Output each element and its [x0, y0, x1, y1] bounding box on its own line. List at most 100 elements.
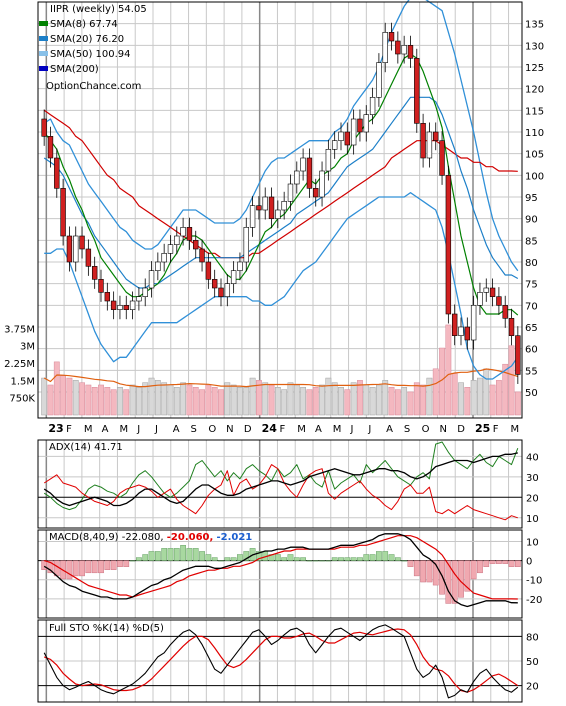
candle-body — [407, 45, 414, 59]
candle-body — [136, 296, 142, 302]
macd-hist-bar — [180, 545, 186, 561]
volume-bar — [167, 384, 174, 416]
volume-bar — [237, 387, 243, 416]
volume-bar — [218, 389, 224, 416]
volume-bar — [199, 389, 205, 416]
volume-bar — [192, 387, 199, 416]
bollinger-lower-line — [44, 192, 519, 380]
volume-bar — [470, 380, 477, 416]
volume-bar — [135, 387, 142, 416]
macd-hist-bar — [41, 560, 48, 570]
candle-body — [281, 201, 287, 211]
price-lines — [43, 0, 519, 380]
candle-body — [79, 235, 85, 250]
macd-hist-bar — [281, 557, 288, 561]
price-tick-label: 85 — [525, 236, 538, 247]
macd-hist-bar — [218, 560, 224, 562]
x-tick-label: A — [173, 424, 180, 435]
candle-body — [60, 188, 66, 237]
sto-tick-label: 20 — [526, 682, 539, 693]
volume-bar — [47, 384, 54, 416]
candle-body — [477, 292, 483, 306]
candle-body — [199, 248, 205, 263]
macd-hist-bar — [110, 560, 117, 570]
price-tick-label: 70 — [525, 301, 538, 312]
volume-bar — [293, 384, 300, 416]
candle-body — [458, 326, 464, 336]
panel-frame — [37, 619, 523, 703]
volume-tick-label: 3.75M — [4, 324, 35, 335]
volume-bar — [483, 368, 490, 416]
price-tick-label: 100 — [525, 171, 544, 182]
volume-bar — [325, 377, 332, 416]
candle-body — [117, 305, 123, 310]
volume-bar — [243, 387, 250, 416]
volume-bar — [363, 384, 370, 416]
candle-body — [230, 270, 237, 284]
volume-bar — [407, 391, 414, 416]
macd-hist-bar — [319, 560, 325, 562]
macd-hist-bar — [514, 560, 521, 567]
sto-tick-label: 80 — [526, 632, 539, 643]
volume-bar — [287, 382, 294, 416]
candle-body — [294, 170, 300, 185]
candle-body — [262, 196, 268, 211]
macd-hist-bar — [382, 551, 389, 561]
macd-hist-bar — [148, 551, 155, 561]
volume-bar — [205, 384, 212, 416]
panel-frame — [37, 529, 523, 619]
price-legend: IIPR (weekly) 54.05 SMA(8) 67.74 SMA(20) … — [39, 4, 147, 92]
x-tick-label: N — [226, 424, 233, 435]
macd-tick-label: 10 — [526, 537, 539, 548]
candle-body — [129, 300, 136, 310]
volume-bar — [117, 387, 123, 416]
candle-body — [414, 58, 420, 124]
candle-body — [306, 157, 313, 189]
x-tick-label: D — [244, 424, 252, 435]
price-tick-label: 55 — [525, 366, 538, 377]
macd-hist-bar — [224, 557, 231, 561]
volume-bar — [514, 391, 521, 416]
x-tick-label: O — [208, 424, 216, 435]
volume-bar — [331, 382, 338, 416]
candle-body — [515, 335, 521, 375]
volume-bar — [268, 384, 275, 416]
macd-hist-bar — [154, 551, 161, 561]
bollinger-upper-line — [43, 0, 519, 272]
volume-bar — [502, 363, 509, 416]
volume-axis: 750K 1.5M 2.25M 3M 3.75M — [4, 324, 35, 404]
x-tick-label: M — [333, 424, 342, 435]
candle-body — [426, 131, 433, 159]
volume-sma-line — [43, 368, 518, 388]
sto-tick-label: 50 — [526, 657, 539, 668]
candle-body — [268, 196, 275, 219]
volume-bar — [464, 387, 471, 416]
candle-body — [148, 270, 155, 289]
candle-body — [73, 235, 79, 263]
macd-hist-bar — [123, 560, 130, 567]
candle-body — [483, 287, 489, 293]
volume-bar — [489, 384, 496, 416]
macd-hist-bar — [300, 557, 306, 561]
price-tick-label: 50 — [525, 388, 538, 399]
volume-tick-label: 2.25M — [4, 359, 35, 370]
macd-legend: MACD(8,40,9) -22.080, -20.060, -2.021 — [49, 532, 252, 543]
volume-bars — [41, 324, 521, 416]
candle-body — [496, 296, 502, 306]
volume-bar — [230, 384, 237, 416]
x-tick-label: 23 — [48, 422, 63, 435]
macd-hist-bar — [376, 551, 382, 561]
price-tick-label: 110 — [525, 128, 544, 139]
x-tick-label: S — [404, 424, 410, 435]
candle-body — [369, 97, 376, 115]
x-tick-label: F — [279, 424, 285, 435]
volume-bar — [60, 375, 67, 416]
panel-frames — [37, 1, 523, 703]
adx-tick-label: 30 — [526, 473, 539, 484]
volume-bar — [508, 345, 515, 416]
macd-hist-bar — [489, 560, 496, 564]
volume-bar — [375, 384, 382, 416]
adx-legend: ADX(14) 41.71 — [49, 442, 123, 453]
minus-di-line — [43, 464, 518, 521]
